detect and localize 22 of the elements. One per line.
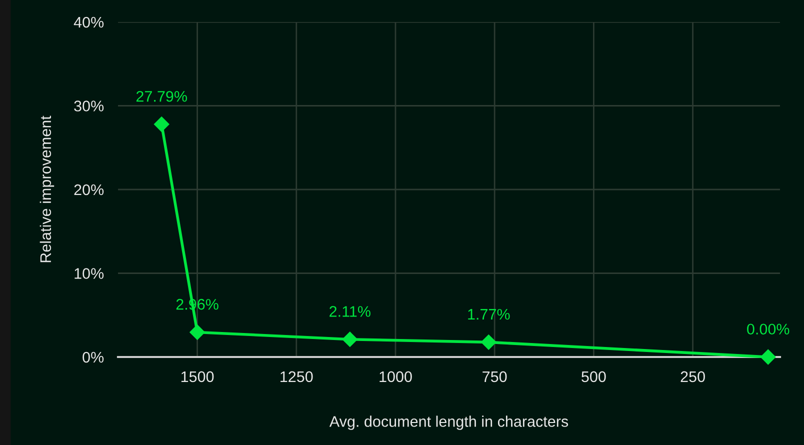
x-tick-label: 250 — [680, 371, 705, 382]
data-label: 0.00% — [747, 324, 790, 335]
x-tick-label: 500 — [582, 371, 606, 382]
point — [480, 334, 496, 350]
data-label: 1.77% — [468, 308, 510, 320]
y-tick-label: 40% — [74, 16, 104, 28]
x-tick-label: 750 — [482, 371, 507, 382]
y-tick-label: 10% — [74, 268, 104, 279]
x-tick-label: 1000 — [380, 371, 412, 382]
x-tick-label: 1250 — [280, 371, 313, 382]
data-label: 2.11% — [330, 306, 370, 317]
y-axis-title: Relative improvement — [40, 116, 54, 262]
data-label: 27.79% — [136, 90, 187, 102]
point — [154, 116, 170, 132]
x-tick-label: 1500 — [181, 371, 214, 382]
x-axis-title: Avg. document length in characters — [329, 416, 568, 430]
y-tick-label: 0% — [82, 352, 104, 363]
point — [760, 349, 776, 365]
y-tick-label: 30% — [74, 100, 104, 112]
point — [189, 324, 206, 340]
point — [342, 331, 358, 348]
y-tick-label: 20% — [74, 184, 104, 196]
